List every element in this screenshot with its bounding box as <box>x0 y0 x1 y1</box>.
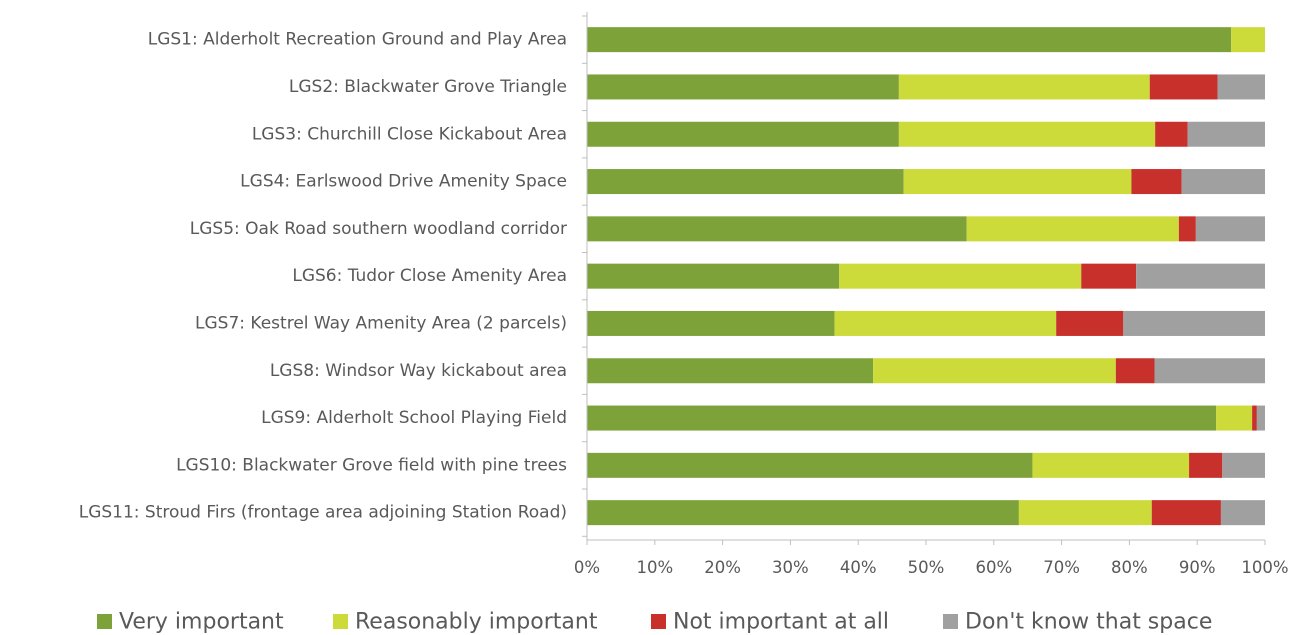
bar-segment <box>587 121 899 147</box>
x-tick-label: 50% <box>908 558 945 577</box>
bar-segment <box>1216 405 1253 431</box>
bar-segment <box>587 310 835 336</box>
x-tick-label: 80% <box>1111 558 1148 577</box>
category-label: LGS4: Earlswood Drive Amenity Space <box>240 172 567 192</box>
x-tick-label: 70% <box>1043 558 1080 577</box>
bar-segment <box>587 358 874 384</box>
bar-segment <box>873 358 1116 384</box>
bar-segment <box>1181 169 1265 195</box>
x-tick-label: 10% <box>636 558 673 577</box>
bar-segment <box>1189 452 1223 478</box>
bar-segment <box>1178 216 1196 242</box>
x-axis-tick-labels: 0% 10% 20% 30% 40% 50% 60% 70% 80% 90% 100% <box>574 558 1289 577</box>
category-label: LGS5: Oak Road southern woodland corrido… <box>190 219 567 239</box>
category-label: LGS8: Windsor Way kickabout area <box>270 361 567 381</box>
bar-segment <box>587 27 1232 53</box>
bar-segment <box>1131 169 1182 195</box>
legend-label: Not important at all <box>673 610 889 635</box>
bar-segment <box>1081 263 1137 289</box>
category-label: LGS1: Alderholt Recreation Ground and Pl… <box>148 30 567 50</box>
bar-segment <box>587 216 967 242</box>
bar-segment <box>1149 74 1218 100</box>
category-label: LGS10: Blackwater Grove field with pine … <box>176 455 567 475</box>
legend-swatch <box>651 614 666 629</box>
bar-segment <box>1220 500 1265 526</box>
bar-segment <box>966 216 1179 242</box>
bar-segment <box>898 121 1156 147</box>
bar-segment <box>1222 452 1265 478</box>
category-label: LGS7: Kestrel Way Amenity Area (2 parcel… <box>195 313 567 333</box>
category-label: LGS6: Tudor Close Amenity Area <box>292 266 567 286</box>
category-label: LGS2: Blackwater Grove Triangle <box>289 77 567 97</box>
x-tick-label: 0% <box>574 558 600 577</box>
bar-segment <box>587 500 1019 526</box>
legend-swatch <box>943 614 958 629</box>
legend-label: Reasonably important <box>355 610 598 635</box>
legend-swatch <box>97 614 112 629</box>
bar-segment <box>587 169 904 195</box>
bar-segment <box>1155 121 1188 147</box>
category-label: LGS3: Churchill Close Kickabout Area <box>252 124 567 144</box>
bar-segment <box>898 74 1150 100</box>
x-tick-label: 40% <box>840 558 877 577</box>
x-tick-label: 100% <box>1241 558 1288 577</box>
bar-segment <box>1136 263 1265 289</box>
bar-segment <box>834 310 1057 336</box>
category-label: LGS9: Alderholt School Playing Field <box>261 408 567 428</box>
bar-segment <box>1123 310 1265 336</box>
bar-segment <box>1256 405 1265 431</box>
bar-segment <box>1115 358 1155 384</box>
bar-segment <box>1154 358 1265 384</box>
x-tick-label: 60% <box>975 558 1012 577</box>
bar-segment <box>587 452 1033 478</box>
bar-segment <box>1195 216 1265 242</box>
x-tick-label: 90% <box>1179 558 1216 577</box>
bar-segment <box>587 263 840 289</box>
legend: Very important Reasonably important Not im… <box>97 610 1212 635</box>
bars-layer <box>587 27 1265 526</box>
bar-segment <box>1252 405 1257 431</box>
legend-label: Very important <box>119 610 284 635</box>
axes-layer <box>582 12 1266 545</box>
x-tick-label: 30% <box>772 558 809 577</box>
legend-swatch <box>333 614 348 629</box>
bar-segment <box>1217 74 1265 100</box>
category-label: LGS11: Stroud Firs (frontage area adjoin… <box>79 503 567 523</box>
bar-segment <box>1032 452 1190 478</box>
legend-label: Don't know that space <box>965 610 1212 635</box>
bar-segment <box>587 74 899 100</box>
bar-segment <box>587 405 1217 431</box>
bar-segment <box>1187 121 1265 147</box>
bar-segment <box>839 263 1082 289</box>
category-labels: LGS1: Alderholt Recreation Ground and Pl… <box>79 30 567 523</box>
x-tick-label: 20% <box>704 558 741 577</box>
bar-segment <box>1018 500 1152 526</box>
bar-segment <box>1056 310 1124 336</box>
bar-segment <box>1231 27 1265 53</box>
bar-segment <box>1151 500 1221 526</box>
bar-segment <box>903 169 1132 195</box>
